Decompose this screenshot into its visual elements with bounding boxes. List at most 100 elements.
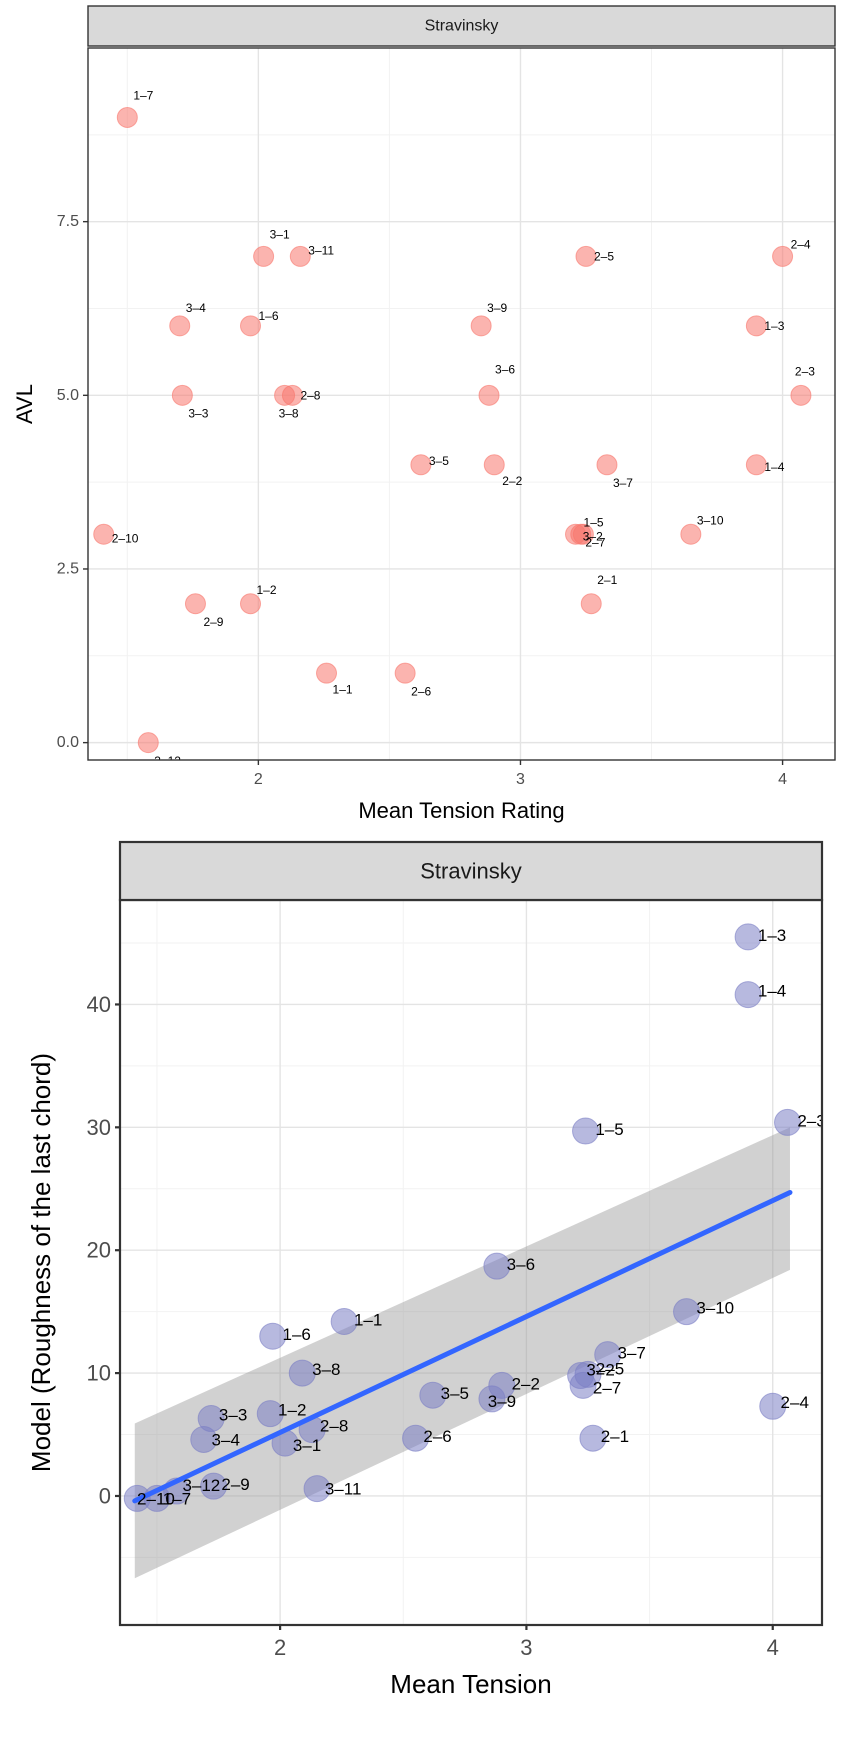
facet-strip [87,5,836,47]
data-point [419,1381,447,1409]
point-label: 1–6 [283,1325,311,1344]
point-label: 3–9 [488,1392,516,1411]
point-label: 1–2 [257,583,277,597]
y-tick-label: 30 [87,1115,111,1140]
point-label: 2–9 [203,615,223,629]
facet-strip-label: Stravinsky [420,859,521,884]
point-label: 3–8 [279,407,299,421]
data-point [483,1252,511,1280]
point-label: 3–4 [186,301,206,315]
x-tick-label: 2 [274,1635,286,1660]
data-point [137,732,159,754]
point-label: 1–2 [278,1401,306,1420]
point-label: 3–3 [188,407,208,421]
data-point [169,315,191,337]
point-label: 1–3 [764,319,784,333]
point-label: 1–6 [259,309,279,323]
point-label: 2–8 [320,1417,348,1436]
data-point [402,1424,430,1452]
y-tick-label: 0 [99,1483,111,1508]
point-label: 3–11 [325,1480,362,1499]
data-point [253,245,275,267]
panel-border [87,47,836,761]
data-point [594,1341,622,1369]
data-point [572,523,594,545]
point-label: 1–1 [333,682,353,696]
point-label: 2–8 [300,389,320,403]
data-point [259,1322,287,1350]
data-point [772,245,794,267]
point-label: 3–5 [429,454,449,468]
x-tick-label: 4 [778,771,787,788]
data-point [394,662,416,684]
data-point [790,384,812,406]
data-point [93,523,115,545]
y-tick-label: 5.0 [57,387,79,404]
x-axis-title: Mean Tension Rating [358,798,564,823]
data-point [575,245,597,267]
data-point [478,1385,506,1413]
facet-strip [118,840,824,902]
point-label: 3–7 [618,1344,646,1363]
data-point [745,454,767,476]
data-point [774,1108,802,1136]
point-label: 3–6 [495,363,515,377]
data-point [240,315,262,337]
data-point [596,454,618,476]
data-point [410,454,432,476]
data-point [470,315,492,337]
plot-panel [120,900,822,1625]
point-label: 2–3 [797,1111,825,1130]
point-label: 1–1 [354,1310,382,1329]
point-label: 3–6 [507,1255,535,1274]
regression-line [132,1189,793,1504]
data-point [289,245,311,267]
point-label: 3–12 [182,1476,220,1495]
data-point [184,593,206,615]
point-label: 3–7 [613,476,633,490]
plot-area: 1–7 3–1 3–11 2–5 2–4 3–4 1–6 3–9 1–3 3–3 3–82–8 3–6… [93,89,815,760]
confidence-band [134,1127,790,1579]
data-point [734,981,762,1009]
point-label: 3–3 [219,1406,247,1425]
y-tick-label: 0.0 [57,734,79,751]
facet-strip-label: Stravinsky [425,18,499,35]
y-tick-label: 10 [87,1361,111,1386]
point-label: 1–5 [595,1120,623,1139]
point-label: 2–6 [411,684,431,698]
data-point [572,1117,600,1145]
y-tick-label: 20 [87,1238,111,1263]
x-tick-label: 4 [767,1635,779,1660]
data-point [734,923,762,951]
point-label: 2–3 [795,365,815,379]
point-label: 2–2 [502,474,522,488]
data-point [580,593,602,615]
plot-panel [88,48,835,760]
data-point [478,384,500,406]
point-label: 1–4 [764,460,784,474]
data-point [759,1392,787,1420]
y-tick-label: 40 [87,992,111,1017]
data-point [281,384,303,406]
point-label: 2–10 [112,531,139,545]
data-point [116,106,138,128]
data-point [745,315,767,337]
point-label: 1–7 [163,1489,191,1508]
data-point [569,1371,597,1399]
avl-scatter-chart: 1–7 3–1 3–11 2–5 2–4 3–4 1–6 3–9 1–3 3–3 3–82–8 3–6… [12,5,836,823]
point-label: 3–11 [308,244,334,258]
point-label: 1–4 [758,982,786,1001]
data-point [483,454,505,476]
point-label: 3–8 [312,1360,340,1379]
point-label: 2–6 [423,1427,451,1446]
point-label: 2–9 [221,1475,249,1494]
data-point [673,1298,701,1326]
data-point [190,1425,218,1453]
data-point [240,593,262,615]
point-label: 3–1 [293,1436,321,1455]
model-regression-chart: 1–31–42–31–53–63–101–11–63–73–8 3–22–52–7… [26,840,825,1699]
data-point [579,1424,607,1452]
point-label: 3–2 [586,1361,614,1380]
point-label: 2–4 [781,1393,809,1412]
point-label: 2–7 [585,535,605,549]
